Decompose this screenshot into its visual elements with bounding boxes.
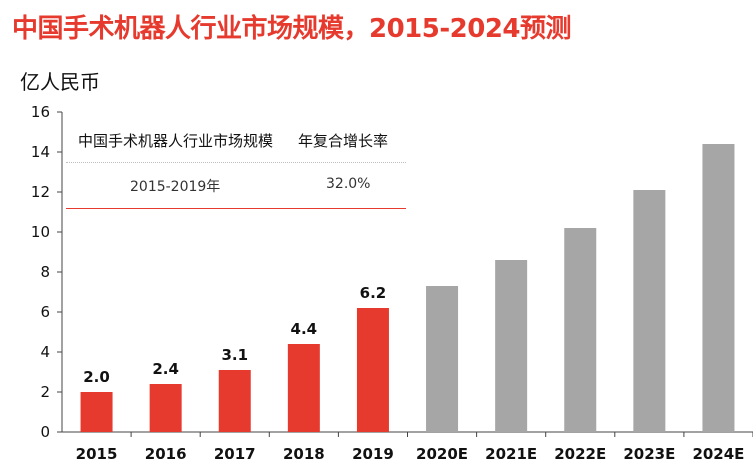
data-label-2015: 2.0 <box>83 368 110 386</box>
bar-2019 <box>356 308 389 432</box>
data-label-2017: 3.1 <box>221 346 248 364</box>
data-label-2018: 4.4 <box>291 320 318 338</box>
x-tick-label: 2016 <box>145 445 187 463</box>
bar-2018 <box>287 344 320 432</box>
bar-2022E <box>564 228 597 432</box>
x-tick-label: 2015 <box>76 445 118 463</box>
x-tick-label: 2024E <box>692 445 744 463</box>
y-tick-label: 16 <box>31 103 50 121</box>
x-tick-label: 2017 <box>214 445 256 463</box>
bar-2015 <box>80 392 113 432</box>
y-tick-label: 12 <box>31 183 50 201</box>
y-tick-label: 10 <box>31 223 50 241</box>
bar-2020E <box>426 286 459 432</box>
x-tick-label: 2020E <box>416 445 468 463</box>
bar-2021E <box>495 260 528 432</box>
cagr-table-divider <box>66 162 406 163</box>
y-tick-label: 6 <box>40 303 50 321</box>
x-tick-label: 2019 <box>352 445 394 463</box>
x-tick-label: 2018 <box>283 445 325 463</box>
x-tick-label: 2023E <box>623 445 675 463</box>
bar-2023E <box>633 190 666 432</box>
cagr-table-bottom-rule <box>66 208 406 209</box>
data-label-2016: 2.4 <box>152 360 179 378</box>
x-tick-label: 2021E <box>485 445 537 463</box>
y-tick-label: 0 <box>40 423 50 441</box>
y-tick-label: 4 <box>40 343 50 361</box>
bar-2024E <box>702 144 735 432</box>
y-tick-label: 8 <box>40 263 50 281</box>
bar-2016 <box>149 384 182 432</box>
cagr-table-header-cagr: 年复合增长率 <box>298 132 389 150</box>
bar-2017 <box>218 370 251 432</box>
cagr-table-period: 2015-2019年 <box>130 179 221 195</box>
cagr-table-header-market: 中国手术机器人行业市场规模 <box>78 132 274 150</box>
cagr-table-rate: 32.0% <box>326 176 371 192</box>
y-tick-label: 14 <box>31 143 50 161</box>
x-tick-label: 2022E <box>554 445 606 463</box>
y-tick-label: 2 <box>40 383 50 401</box>
data-label-2019: 6.2 <box>360 284 387 302</box>
chart-title: 中国手术机器人行业市场规模，2015-2024预测 <box>12 14 572 44</box>
cagr-table: 中国手术机器人行业市场规模 年复合增长率 2015-2019年 32.0% <box>66 122 406 210</box>
y-axis-unit: 亿人民币 <box>20 70 100 94</box>
